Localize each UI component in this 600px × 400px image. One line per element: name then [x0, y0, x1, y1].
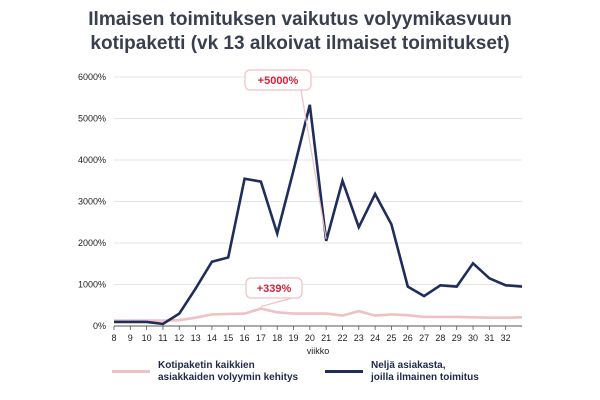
x-tick-label: 16 — [240, 333, 250, 343]
chart-title: Ilmaisen toimituksen vaikutus volyymikas… — [0, 8, 600, 56]
x-tick-label: 30 — [468, 333, 478, 343]
callout-box — [245, 277, 303, 299]
chart-title-line-1: Ilmaisen toimituksen vaikutus volyymikas… — [88, 9, 512, 30]
y-tick-label: 5000% — [78, 114, 106, 124]
x-tick-label: 23 — [354, 333, 364, 343]
x-tick-label: 18 — [272, 333, 282, 343]
x-tick-label: 12 — [174, 333, 184, 343]
callout-label: +339% — [257, 283, 292, 295]
y-tick-label: 4000% — [78, 155, 106, 165]
x-tick-label: 13 — [191, 333, 201, 343]
x-tick-label: 15 — [223, 333, 233, 343]
legend-swatch-navy — [325, 370, 363, 373]
callout-leader — [300, 89, 327, 240]
x-tick-label: 28 — [435, 333, 445, 343]
callout-box — [244, 69, 312, 91]
x-tick-label: 8 — [111, 333, 116, 343]
series-lines — [113, 104, 523, 326]
callouts: +5000% +339% — [244, 69, 327, 308]
x-tick-label: 22 — [337, 333, 347, 343]
callout-2: +339% — [245, 277, 303, 308]
x-tick-label: 24 — [370, 333, 380, 343]
y-axis-ticks: 0% 1000% 2000% 3000% 4000% 5000% 6000% — [78, 72, 106, 331]
gridlines — [114, 76, 522, 327]
callout-label: +5000% — [258, 75, 299, 87]
x-tick-label: 25 — [386, 333, 396, 343]
chart-title-line-2: kotipaketti (vk 13 alkoivat ilmaiset toi… — [90, 33, 510, 54]
x-tick-label: 19 — [289, 333, 299, 343]
legend-label-1-line-1: Kotipaketin kaikkien — [158, 360, 255, 371]
series-line-2 — [114, 104, 523, 326]
x-tick-label: 27 — [419, 333, 429, 343]
y-tick-label: 0% — [93, 321, 106, 331]
x-tick-label: 29 — [452, 333, 462, 343]
legend-swatch-pink — [112, 370, 150, 373]
legend-label-2-line-1: Neljä asiakasta, — [371, 360, 446, 371]
x-tick-label: 11 — [158, 333, 167, 343]
x-tick-label: 9 — [128, 333, 133, 343]
x-tick-label: 17 — [256, 333, 266, 343]
x-tick-label: 21 — [321, 333, 331, 343]
x-axis-ticks: 8 9 10 11 12 13 14 15 16 17 18 19 20 21 22 23 24 25 26 27 28… — [111, 326, 511, 343]
y-tick-label: 3000% — [78, 197, 106, 207]
x-tick-label: 10 — [142, 333, 152, 343]
x-tick-label: 20 — [305, 333, 315, 343]
x-tick-label: 26 — [403, 333, 413, 343]
x-tick-label: 32 — [501, 333, 511, 343]
x-tick-label: 31 — [484, 333, 494, 343]
x-axis-label: viikko — [307, 346, 330, 356]
y-tick-label: 2000% — [78, 238, 106, 248]
callout-leader — [260, 297, 293, 308]
y-tick-label: 1000% — [78, 280, 106, 290]
y-tick-label: 6000% — [78, 72, 106, 82]
legend-label-2-line-2: joilla ilmainen toimitus — [371, 372, 479, 383]
callout-1: +5000% — [244, 69, 327, 240]
x-tick-label: 14 — [207, 333, 217, 343]
legend-label-1-line-2: asiakkaiden volyymin kehitys — [158, 372, 299, 383]
series-line-1 — [114, 307, 523, 322]
